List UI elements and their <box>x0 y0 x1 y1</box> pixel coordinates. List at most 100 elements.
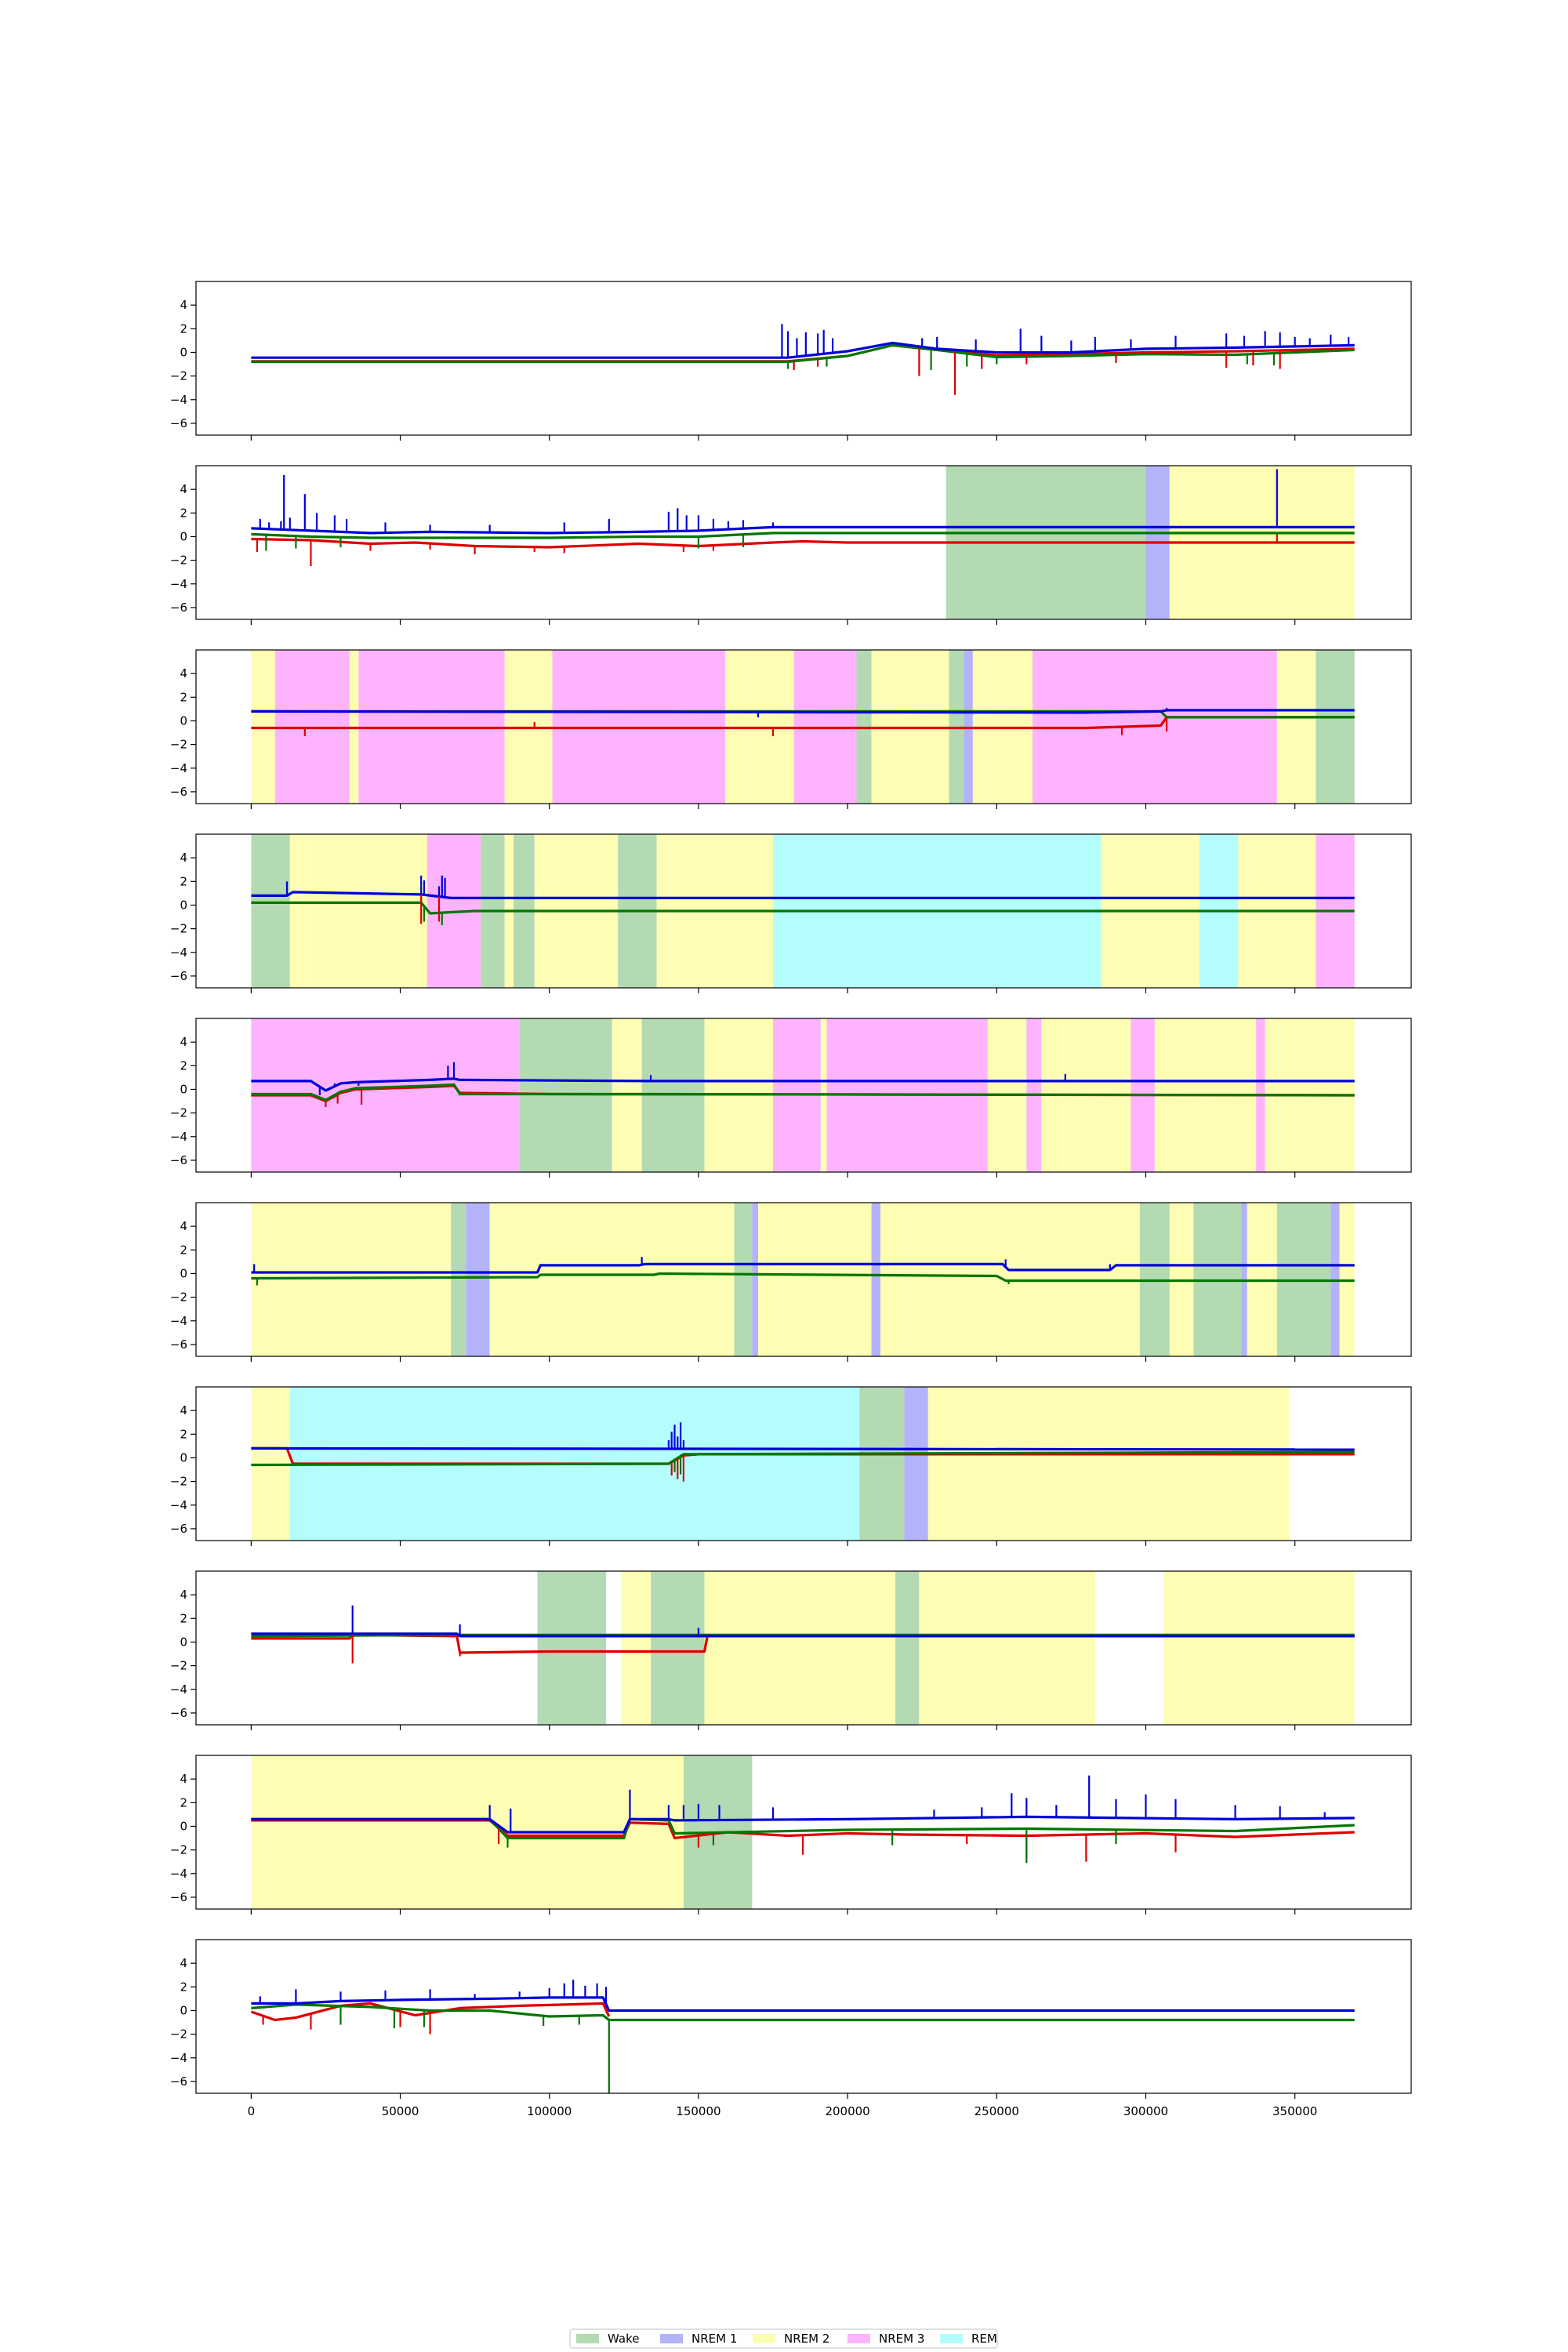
y-tick-label: 2 <box>180 1058 187 1073</box>
y-tick-label: −6 <box>170 1522 187 1536</box>
panel-2: −6 −4 −2 0 2 4 <box>170 465 1412 625</box>
stage-band-nrem-2 <box>919 1571 1095 1725</box>
y-tick-label: −6 <box>170 1890 187 1904</box>
series-line-1 <box>250 2002 611 2022</box>
stage-band-nrem-1 <box>752 1203 758 1356</box>
series-line-3 <box>251 1996 1355 2013</box>
y-tick-label: −4 <box>170 1867 187 1881</box>
y-tick-label: −4 <box>170 1314 187 1328</box>
series-line-2 <box>251 1450 1355 1467</box>
panel-9: −6 −4 −2 0 2 4 <box>170 1755 1412 1915</box>
y-tick-label: 0 <box>180 713 187 728</box>
stage-band-nrem-2 <box>704 1571 895 1725</box>
stage-band-wake <box>895 1571 920 1725</box>
stage-band-wake <box>734 1203 753 1356</box>
y-tick-label: 0 <box>180 345 187 359</box>
y-tick-label: −6 <box>170 969 187 983</box>
series-line-3 <box>251 1446 1355 1451</box>
series-line-3 <box>251 525 1355 535</box>
y-tick-label: −4 <box>170 393 187 407</box>
series-line-1 <box>251 901 1355 915</box>
y-tick-label: 4 <box>180 666 187 681</box>
legend-swatch <box>848 2334 870 2343</box>
stage-band-nrem-1 <box>904 1387 928 1541</box>
series-line-2 <box>251 1083 1355 1102</box>
stage-band-nrem-2 <box>489 1203 735 1356</box>
y-tick-label: 0 <box>180 1819 187 1833</box>
legend-swatch <box>660 2334 683 2343</box>
panel-frame <box>195 1939 1412 2094</box>
stage-band-wake <box>451 1203 466 1356</box>
stage-band-wake <box>251 834 290 988</box>
y-tick-label: −6 <box>170 601 187 615</box>
y-tick-label: 4 <box>180 1956 187 1970</box>
panel-5: −6 −4 −2 0 2 4 <box>170 1018 1412 1178</box>
x-tick-label: 50000 <box>382 2104 419 2118</box>
y-tick-label: −2 <box>170 1843 187 1857</box>
series-line-3 <box>251 709 1355 714</box>
y-tick-label: 2 <box>180 321 187 336</box>
y-tick-label: 0 <box>180 2003 187 2017</box>
stage-band-wake <box>651 1571 705 1725</box>
series-line-3 <box>251 1632 1355 1638</box>
y-tick-label: −6 <box>170 416 187 430</box>
series-line-1 <box>251 537 1355 549</box>
y-tick-label: 0 <box>180 1450 187 1465</box>
series-line-1 <box>251 1819 1355 1840</box>
y-tick-label: 4 <box>180 1588 187 1602</box>
legend-label: REM <box>971 2332 997 2346</box>
y-tick-label: −4 <box>170 761 187 775</box>
y-tick-label: 2 <box>180 1611 187 1625</box>
panel-frame <box>195 1018 1412 1173</box>
y-tick-label: −2 <box>170 369 187 383</box>
panel-frame <box>195 1570 1412 1726</box>
y-tick-label: −2 <box>170 922 187 936</box>
y-tick-label: 4 <box>180 1403 187 1417</box>
y-tick-label: −4 <box>170 1682 187 1697</box>
stage-band-wake <box>537 1571 607 1725</box>
y-tick-label: −6 <box>170 1338 187 1352</box>
x-axis: 0 50000 100000 150000 200000 250000 300000 3500… <box>248 2104 1318 2118</box>
y-tick-label: −4 <box>170 2051 187 2065</box>
stage-band-wake <box>859 1387 905 1541</box>
stage-band-nrem-1 <box>871 1203 880 1356</box>
stage-band-wake <box>1316 650 1355 804</box>
panel-1: −6 −4 −2 0 2 4 <box>170 281 1412 441</box>
panel-6: −6 −4 −2 0 2 4 <box>170 1202 1412 1362</box>
x-tick-label: 100000 <box>527 2104 572 2118</box>
y-tick-label: 2 <box>180 506 187 520</box>
panel-frame <box>195 833 1412 989</box>
stage-band-nrem-2 <box>251 1203 452 1356</box>
y-tick-label: 2 <box>180 1427 187 1441</box>
panel-8: −6 −4 −2 0 2 4 <box>170 1570 1412 1730</box>
panel-frame <box>195 281 1412 436</box>
y-tick-label: 0 <box>180 529 187 543</box>
y-tick-label: −6 <box>170 2074 187 2089</box>
panel-frame <box>195 1386 1412 1541</box>
panel-3: −6 −4 −2 0 2 4 <box>170 649 1412 809</box>
y-tick-label: 4 <box>180 851 187 865</box>
y-tick-label: −6 <box>170 785 187 799</box>
y-tick-label: 2 <box>180 874 187 888</box>
legend-label: NREM 3 <box>879 2332 924 2346</box>
y-tick-label: −2 <box>170 1290 187 1305</box>
series-line-2 <box>251 2003 1355 2022</box>
x-tick-label: 300000 <box>1123 2104 1168 2118</box>
series-line-1 <box>251 1272 1355 1283</box>
panel-10: −6 −4 −2 0 2 4 <box>170 1939 1412 2099</box>
y-tick-label: −4 <box>170 946 187 960</box>
y-tick-label: −2 <box>170 2027 187 2042</box>
series-line-1 <box>251 1633 1355 1654</box>
y-tick-label: −4 <box>170 1498 187 1512</box>
y-tick-label: 0 <box>180 1082 187 1096</box>
y-tick-label: 4 <box>180 1772 187 1786</box>
y-tick-label: 0 <box>180 898 187 912</box>
y-tick-label: 0 <box>180 1266 187 1280</box>
y-tick-label: 0 <box>180 1635 187 1649</box>
y-tick-label: −2 <box>170 1659 187 1673</box>
y-tick-label: 2 <box>180 1795 187 1809</box>
x-tick-label: 350000 <box>1272 2104 1317 2118</box>
y-tick-label: −2 <box>170 738 187 752</box>
stage-band-nrem-2 <box>1163 1571 1355 1725</box>
